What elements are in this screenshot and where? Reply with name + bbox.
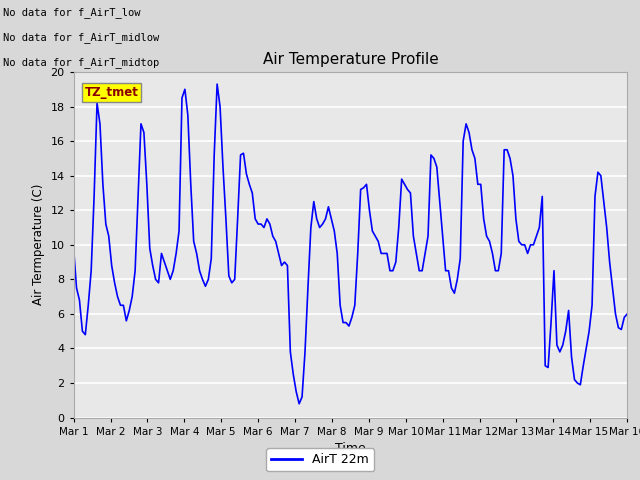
Text: TZ_tmet: TZ_tmet	[84, 86, 138, 99]
Text: No data for f_AirT_midlow: No data for f_AirT_midlow	[3, 32, 159, 43]
X-axis label: Time: Time	[335, 442, 366, 455]
Y-axis label: Air Termperature (C): Air Termperature (C)	[32, 184, 45, 305]
Legend: AirT 22m: AirT 22m	[266, 448, 374, 471]
Text: No data for f_AirT_low: No data for f_AirT_low	[3, 7, 141, 18]
Title: Air Temperature Profile: Air Temperature Profile	[262, 52, 438, 67]
Text: No data for f_AirT_midtop: No data for f_AirT_midtop	[3, 57, 159, 68]
